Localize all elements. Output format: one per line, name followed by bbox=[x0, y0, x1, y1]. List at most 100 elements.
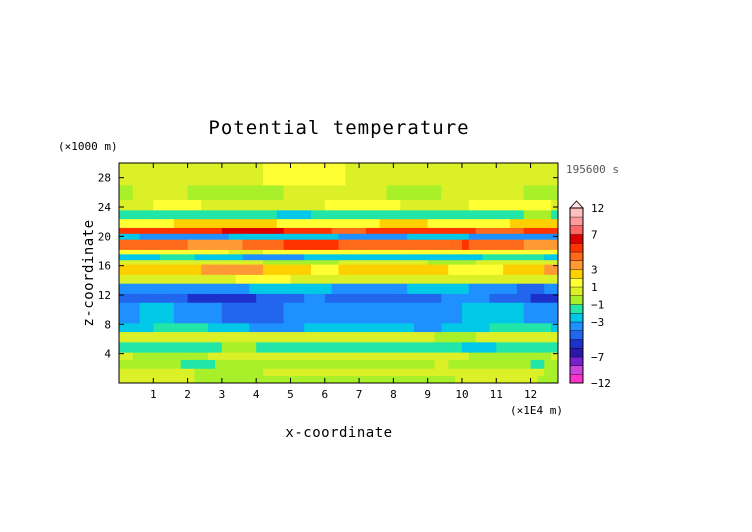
heatmap-cell bbox=[269, 302, 278, 324]
heatmap-cell bbox=[228, 249, 237, 255]
heatmap-cell bbox=[290, 233, 298, 240]
heatmap-cell bbox=[379, 264, 388, 275]
heatmap-cell bbox=[194, 239, 202, 250]
heatmap-cell bbox=[153, 233, 161, 240]
heatmap-cell bbox=[441, 259, 449, 265]
heatmap-cell bbox=[386, 233, 394, 240]
heatmap-cell bbox=[167, 359, 175, 369]
heatmap-cell bbox=[359, 227, 367, 234]
heatmap-cell bbox=[509, 274, 518, 284]
heatmap-cell bbox=[311, 322, 319, 333]
heatmap-cell bbox=[125, 239, 134, 250]
heatmap-cell bbox=[352, 218, 360, 228]
heatmap-cell bbox=[304, 199, 312, 211]
heatmap-cell bbox=[400, 264, 408, 275]
heatmap-cell bbox=[235, 259, 244, 265]
heatmap-cell bbox=[386, 302, 394, 324]
heatmap-cell bbox=[215, 249, 223, 255]
heatmap-cell bbox=[194, 218, 202, 228]
heatmap-cell bbox=[365, 331, 374, 343]
heatmap-cell bbox=[297, 341, 305, 353]
heatmap-cell bbox=[119, 239, 127, 250]
heatmap-cell bbox=[482, 274, 491, 284]
heatmap-cell bbox=[413, 331, 422, 343]
colorbar-swatch bbox=[569, 251, 584, 262]
heatmap-cell bbox=[352, 253, 360, 261]
heatmap-cell bbox=[119, 264, 127, 275]
heatmap-cell bbox=[448, 227, 456, 234]
heatmap-cell bbox=[146, 283, 154, 294]
heatmap-cell bbox=[503, 341, 511, 353]
x-tick-label: 12 bbox=[524, 388, 537, 401]
heatmap-cell bbox=[132, 199, 141, 211]
heatmap-cell bbox=[263, 163, 271, 186]
heatmap-cell bbox=[324, 209, 333, 220]
heatmap-cell bbox=[475, 283, 484, 294]
heatmap-cell bbox=[180, 199, 189, 211]
heatmap-cell bbox=[180, 331, 189, 343]
heatmap-cell bbox=[194, 253, 202, 261]
heatmap-cell bbox=[379, 239, 388, 250]
heatmap-cell bbox=[153, 253, 161, 261]
heatmap-cell bbox=[160, 368, 168, 377]
heatmap-cell bbox=[290, 264, 298, 275]
heatmap-cell bbox=[468, 259, 477, 265]
heatmap-cell bbox=[523, 199, 532, 211]
heatmap-cell bbox=[530, 359, 539, 369]
heatmap-cell bbox=[523, 218, 532, 228]
heatmap-cell bbox=[208, 163, 216, 186]
heatmap-cell bbox=[448, 352, 456, 360]
heatmap-cell bbox=[173, 264, 182, 275]
heatmap-cell bbox=[400, 368, 408, 377]
heatmap-cell bbox=[468, 253, 477, 261]
heatmap-cell bbox=[304, 375, 312, 383]
heatmap-cell bbox=[276, 293, 285, 303]
heatmap-cell bbox=[194, 293, 202, 303]
heatmap-cell bbox=[400, 359, 408, 369]
heatmap-cell bbox=[468, 302, 477, 324]
heatmap-cell bbox=[221, 209, 230, 220]
heatmap-cell bbox=[420, 253, 429, 261]
heatmap-cell bbox=[119, 352, 127, 360]
heatmap-cell bbox=[475, 368, 484, 377]
heatmap-cell bbox=[160, 359, 168, 369]
heatmap-cell bbox=[448, 331, 456, 343]
heatmap-cell bbox=[263, 375, 271, 383]
heatmap-cell bbox=[146, 302, 154, 324]
heatmap-cell bbox=[173, 163, 182, 186]
heatmap-cell bbox=[160, 209, 168, 220]
heatmap-cell bbox=[427, 253, 436, 261]
heatmap-cell bbox=[420, 341, 429, 353]
heatmap-cell bbox=[290, 331, 298, 343]
heatmap-cell bbox=[523, 264, 532, 275]
heatmap-cell bbox=[365, 283, 374, 294]
heatmap-cell bbox=[276, 368, 285, 377]
heatmap-cell bbox=[537, 185, 545, 201]
heatmap-cell bbox=[482, 352, 491, 360]
heatmap-cell bbox=[468, 341, 477, 353]
heatmap-cell bbox=[544, 185, 552, 201]
heatmap-cell bbox=[475, 302, 484, 324]
heatmap-cell bbox=[146, 359, 154, 369]
heatmap-cell bbox=[482, 375, 491, 383]
colorbar-tick-label: 1 bbox=[591, 281, 598, 294]
heatmap-cell bbox=[393, 163, 401, 186]
heatmap-cell bbox=[187, 331, 196, 343]
heatmap-cell bbox=[125, 341, 134, 353]
heatmap-cell bbox=[537, 259, 545, 265]
heatmap-cell bbox=[503, 283, 511, 294]
heatmap-cell bbox=[249, 341, 257, 353]
heatmap-cell bbox=[132, 283, 141, 294]
heatmap-cell bbox=[503, 249, 511, 255]
heatmap-cell bbox=[283, 359, 292, 369]
heatmap-cell bbox=[372, 283, 381, 294]
heatmap-cell bbox=[235, 199, 244, 211]
heatmap-cell bbox=[125, 274, 134, 284]
heatmap-cell bbox=[496, 375, 504, 383]
heatmap-cell bbox=[345, 274, 353, 284]
heatmap-cell bbox=[311, 341, 319, 353]
heatmap-cell bbox=[427, 259, 436, 265]
heatmap-cell bbox=[249, 375, 257, 383]
heatmap-cell bbox=[352, 283, 360, 294]
heatmap-cell bbox=[503, 302, 511, 324]
